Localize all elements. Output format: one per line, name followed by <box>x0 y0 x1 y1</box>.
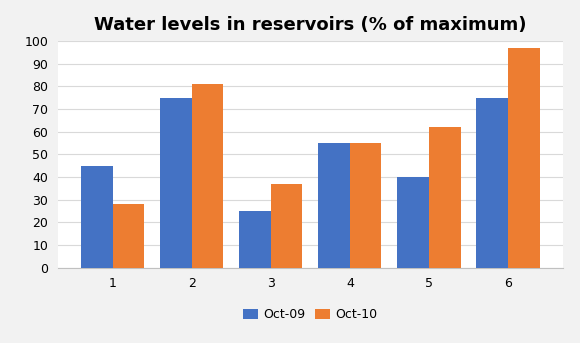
Legend: Oct-09, Oct-10: Oct-09, Oct-10 <box>238 303 382 326</box>
Title: Water levels in reservoirs (% of maximum): Water levels in reservoirs (% of maximum… <box>94 16 527 34</box>
Bar <box>113 204 144 268</box>
Bar <box>271 184 302 268</box>
Bar <box>239 211 271 268</box>
Bar <box>318 143 350 268</box>
Bar <box>81 166 113 268</box>
Bar <box>429 127 461 268</box>
Bar <box>397 177 429 268</box>
Bar <box>508 48 539 268</box>
Bar <box>191 84 223 268</box>
Bar <box>160 98 191 268</box>
Bar <box>350 143 382 268</box>
Bar <box>476 98 508 268</box>
